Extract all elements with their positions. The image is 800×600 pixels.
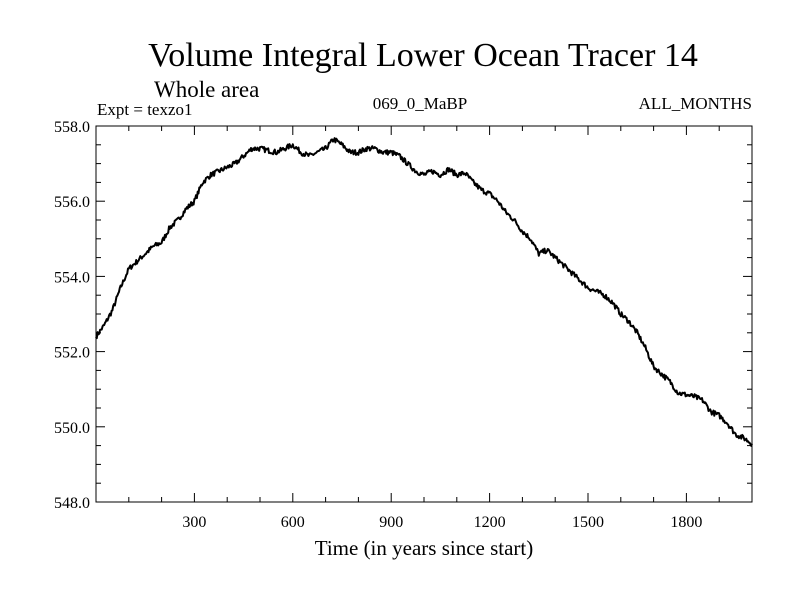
series-line	[95, 137, 753, 447]
months-label: ALL_MONTHS	[639, 94, 752, 113]
axis-tick-labels: 300 600 900 1200 1500 1800 548.0 550.0 552.0 554.…	[54, 119, 702, 531]
experiment-label: Expt = texzo1	[97, 100, 193, 119]
x-tick-label: 1500	[572, 514, 604, 531]
y-tick-label: 550.0	[54, 420, 90, 437]
period-label: 069_0_MaBP	[373, 94, 467, 113]
x-axis-label: Time (in years since start)	[315, 536, 534, 560]
y-tick-label: 558.0	[54, 119, 90, 136]
x-tick-label: 300	[182, 514, 206, 531]
plot-frame	[95, 125, 753, 503]
chart-title: Volume Integral Lower Ocean Tracer 14	[148, 37, 698, 74]
axis-ticks	[96, 126, 752, 502]
y-tick-label: 554.0	[54, 269, 90, 286]
x-tick-label: 1200	[474, 514, 506, 531]
y-tick-label: 548.0	[54, 495, 90, 512]
x-tick-label: 1800	[670, 514, 702, 531]
chart-subtitle: Whole area	[154, 77, 259, 102]
x-tick-label: 600	[281, 514, 305, 531]
y-tick-label: 552.0	[54, 345, 90, 362]
y-tick-label: 556.0	[54, 194, 90, 211]
x-tick-label: 900	[379, 514, 403, 531]
